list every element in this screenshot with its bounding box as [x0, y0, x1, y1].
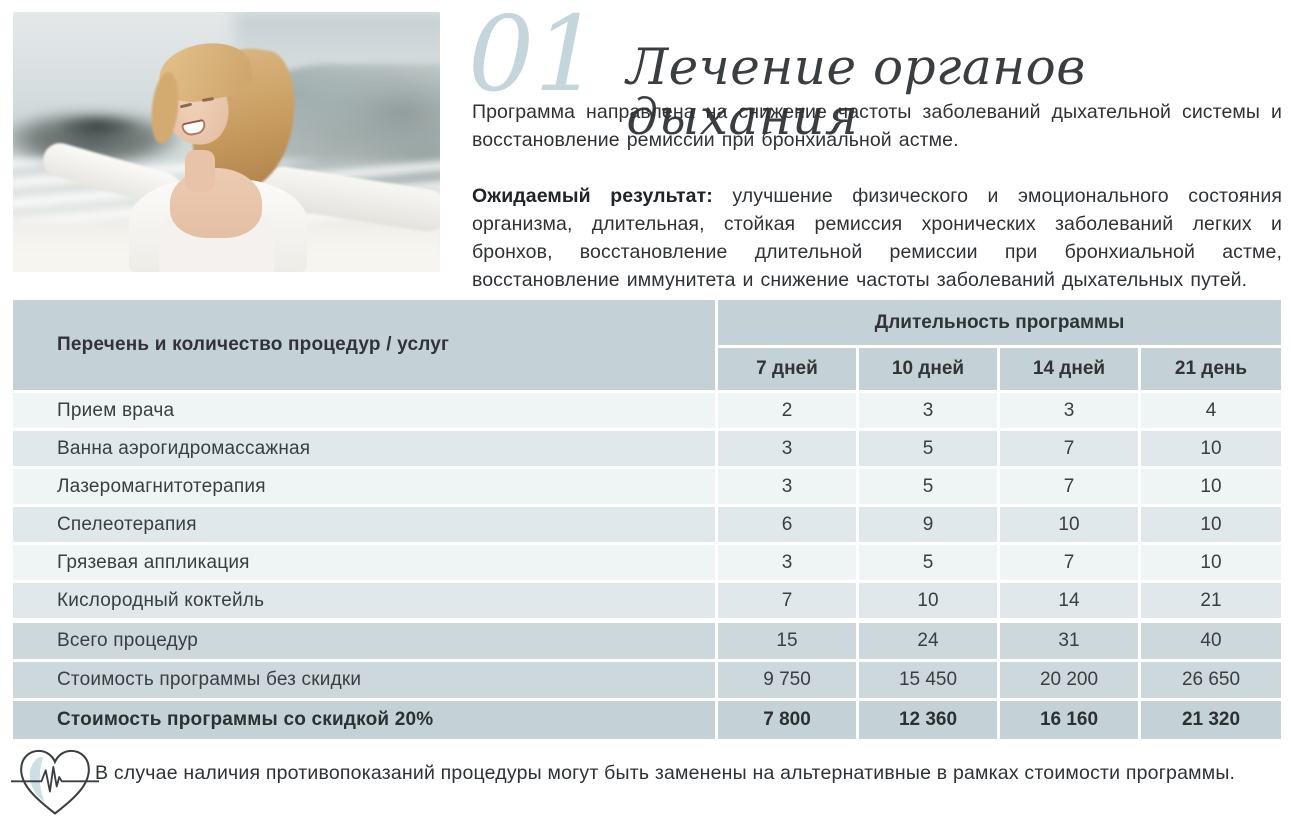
total-procedures-cell: 40 — [1141, 623, 1281, 659]
procedure-count-cell: 2 — [718, 393, 856, 428]
intro-paragraph: Программа направлена на снижение частоты… — [472, 101, 1282, 151]
price-no-discount-cell: 20 200 — [1000, 662, 1138, 698]
procedure-count-cell: 6 — [718, 507, 856, 542]
contraindications-note: В случае наличия противопоказаний процед… — [95, 762, 1236, 784]
procedure-name-cell: Лазеромагнитотерапия — [13, 469, 715, 504]
procedure-count-cell: 3 — [1000, 393, 1138, 428]
column-header-21-days: 21 день — [1141, 348, 1281, 390]
procedure-count-cell: 5 — [859, 545, 997, 580]
page-title: Лечение органов дыхания — [626, 38, 1086, 146]
hero-photo — [13, 12, 440, 272]
procedure-count-cell: 3 — [718, 545, 856, 580]
procedure-count-cell: 4 — [1141, 393, 1281, 428]
procedure-count-cell: 10 — [1000, 507, 1138, 542]
price-with-discount-cell: 12 360 — [859, 701, 997, 739]
price-no-discount-cell: 26 650 — [1141, 662, 1281, 698]
procedure-count-cell: 21 — [1141, 583, 1281, 618]
total-procedures-cell: 31 — [1000, 623, 1138, 659]
procedure-count-cell: 7 — [1000, 469, 1138, 504]
photo-woman-chest — [170, 168, 262, 238]
procedure-count-cell: 14 — [1000, 583, 1138, 618]
procedure-count-cell: 10 — [1141, 469, 1281, 504]
price-with-discount-cell: 21 320 — [1141, 701, 1281, 739]
expected-result-text: улучшение физического и эмоционального с… — [472, 185, 1282, 291]
procedure-count-cell: 10 — [1141, 431, 1281, 466]
procedure-count-cell: 10 — [1141, 545, 1281, 580]
procedure-count-cell: 5 — [859, 469, 997, 504]
procedure-count-cell: 3 — [859, 393, 997, 428]
section-number: 01 — [468, 0, 601, 115]
price-table-summary: Всего процедур 15 24 31 40 Стоимость про… — [13, 623, 1281, 739]
procedure-name-cell: Спелеотерапия — [13, 507, 715, 542]
price-with-discount-cell: 7 800 — [718, 701, 856, 739]
procedure-count-cell: 3 — [718, 469, 856, 504]
total-procedures-label: Всего процедур — [13, 623, 715, 659]
procedure-count-cell: 9 — [859, 507, 997, 542]
price-with-discount-label: Стоимость программы со скидкой 20% — [13, 701, 715, 739]
photo-dark-rocks-2 — [55, 114, 140, 140]
procedure-count-cell: 10 — [859, 583, 997, 618]
column-header-procedures: Перечень и количество процедур / услуг — [13, 300, 715, 390]
procedure-count-cell: 10 — [1141, 507, 1281, 542]
procedure-count-cell: 7 — [1000, 431, 1138, 466]
column-header-duration: Длительность программы — [718, 300, 1281, 345]
expected-result-paragraph: Ожидаемый результат: улучшение физическо… — [472, 182, 1282, 294]
price-table-header: Перечень и количество процедур / услуг Д… — [13, 300, 1281, 390]
price-no-discount-cell: 9 750 — [718, 662, 856, 698]
procedure-count-cell: 7 — [718, 583, 856, 618]
heart-ecg-icon — [10, 744, 100, 822]
heading-block: 01 Лечение органов дыхания — [468, 2, 1292, 148]
price-table-body: Прием врача 2 3 3 4 Ванна аэрогидромасса… — [13, 393, 1281, 618]
procedure-count-cell: 3 — [718, 431, 856, 466]
price-no-discount-label: Стоимость программы без скидки — [13, 662, 715, 698]
column-header-10-days: 10 дней — [859, 348, 997, 390]
procedure-name-cell: Кислородный коктейль — [13, 583, 715, 618]
total-procedures-cell: 24 — [859, 623, 997, 659]
column-header-7-days: 7 дней — [718, 348, 856, 390]
photo-woman-neck — [185, 150, 215, 192]
procedure-name-cell: Прием врача — [13, 393, 715, 428]
column-header-14-days: 14 дней — [1000, 348, 1138, 390]
procedure-count-cell: 7 — [1000, 545, 1138, 580]
expected-result-label: Ожидаемый результат: — [472, 185, 713, 207]
total-procedures-cell: 15 — [718, 623, 856, 659]
price-with-discount-cell: 16 160 — [1000, 701, 1138, 739]
procedure-count-cell: 5 — [859, 431, 997, 466]
procedure-name-cell: Грязевая аппликация — [13, 545, 715, 580]
procedure-name-cell: Ванна аэрогидромассажная — [13, 431, 715, 466]
price-no-discount-cell: 15 450 — [859, 662, 997, 698]
